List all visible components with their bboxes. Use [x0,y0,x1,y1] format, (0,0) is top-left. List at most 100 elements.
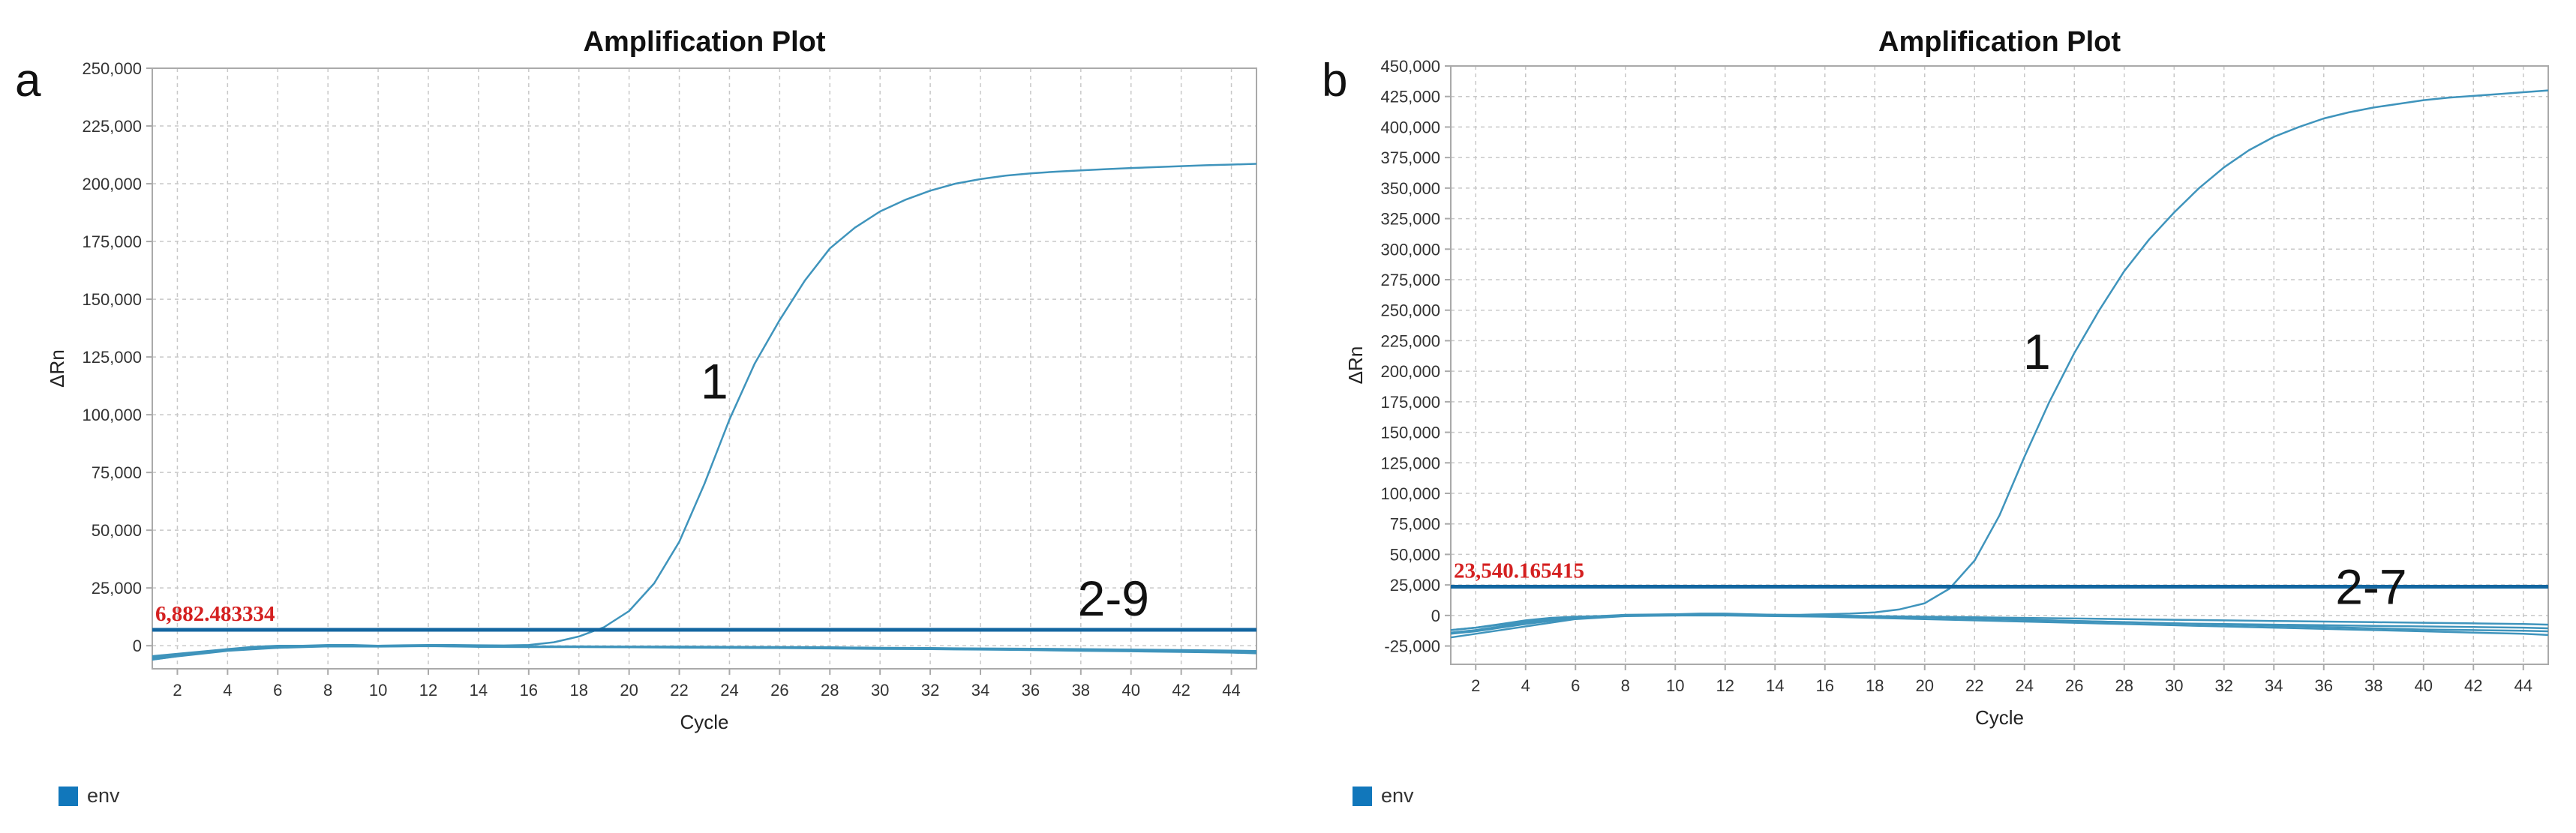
x-tick-label: 34 [2265,676,2283,695]
legend-swatch [1353,786,1372,806]
x-axis-label: Cycle [1975,706,2024,729]
y-tick-label: 100,000 [1380,484,1440,503]
y-tick-label: 225,000 [1380,331,1440,350]
y-tick-label: 300,000 [1380,240,1440,259]
x-tick-label: 22 [670,681,688,700]
legend: env [59,784,120,808]
x-tick-label: 38 [2364,676,2382,695]
y-axis-label: ΔRn [46,349,68,388]
y-tick-label: 350,000 [1380,179,1440,198]
y-tick-label: 150,000 [82,290,142,309]
y-tick-label: 225,000 [82,117,142,136]
x-axis-label: Cycle [680,711,728,733]
y-tick-label: 75,000 [92,463,142,482]
x-tick-label: 26 [2065,676,2083,695]
x-tick-label: 42 [1172,681,1190,700]
x-tick-label: 12 [1716,676,1734,695]
y-tick-label: 100,000 [82,406,142,424]
y-tick-label: 150,000 [1380,424,1440,442]
y-tick-label: 25,000 [92,579,142,598]
panel-label: b [1322,55,1348,106]
x-tick-label: 10 [369,681,387,700]
y-tick-label: 425,000 [1380,88,1440,106]
x-tick-label: 2 [173,681,182,700]
x-tick-label: 4 [1521,676,1530,695]
y-tick-label: 375,000 [1380,148,1440,167]
y-tick-label: 175,000 [82,232,142,251]
y-tick-label: 75,000 [1390,515,1440,534]
curve-annotation: 2-9 [1078,571,1149,626]
x-tick-label: 12 [419,681,437,700]
x-tick-label: 10 [1666,676,1684,695]
x-tick-label: 14 [1766,676,1784,695]
x-tick-label: 26 [770,681,788,700]
x-tick-label: 36 [1022,681,1040,700]
x-tick-label: 32 [2215,676,2233,695]
x-tick-label: 24 [2016,676,2034,695]
curve-annotation: 1 [2023,324,2051,379]
x-tick-label: 32 [921,681,939,700]
chart-title: Amplification Plot [584,26,826,58]
y-tick-label: -25,000 [1384,637,1440,656]
y-tick-label: 0 [1431,607,1440,625]
x-tick-label: 16 [520,681,538,700]
x-tick-label: 40 [1121,681,1139,700]
x-tick-label: 6 [1571,676,1580,695]
x-tick-label: 2 [1471,676,1480,695]
threshold-label: 23,540.165415 [1454,559,1584,583]
y-tick-label: 275,000 [1380,271,1440,289]
x-tick-label: 44 [1222,681,1240,700]
x-tick-label: 8 [1621,676,1630,695]
x-tick-label: 18 [1866,676,1884,695]
x-tick-label: 16 [1816,676,1834,695]
y-tick-label: 0 [133,637,142,655]
y-tick-label: 200,000 [1380,362,1440,381]
y-axis-label: ΔRn [1344,346,1367,385]
x-tick-label: 14 [470,681,488,700]
legend-entry-env: env [1381,784,1414,807]
x-tick-label: 20 [620,681,638,700]
y-tick-label: 50,000 [92,521,142,540]
chart-title: Amplification Plot [1878,26,2121,58]
amplification-curve-positive [1450,89,2549,631]
x-tick-label: 40 [2415,676,2433,695]
y-tick-label: 325,000 [1380,210,1440,229]
y-tick-label: 125,000 [82,348,142,367]
x-tick-label: 4 [223,681,232,700]
x-tick-label: 8 [323,681,332,700]
amplification-curve-negative [1450,613,2549,634]
x-tick-label: 20 [1916,676,1934,695]
x-tick-label: 28 [821,681,839,700]
plot-frame [152,67,1257,670]
y-tick-label: 125,000 [1380,454,1440,472]
y-tick-label: 175,000 [1380,393,1440,412]
x-tick-label: 42 [2464,676,2482,695]
y-tick-label: 400,000 [1380,118,1440,136]
amplification-curve-negative [152,645,1257,661]
curve-annotation: 1 [701,354,728,409]
y-tick-label: 250,000 [1380,301,1440,320]
curve-annotation: 2-7 [2335,559,2406,614]
y-tick-label: 450,000 [1380,57,1440,76]
y-tick-label: 50,000 [1390,545,1440,564]
x-tick-label: 38 [1072,681,1090,700]
panel-label: a [15,55,41,106]
x-tick-label: 6 [273,681,282,700]
panel-a: a Amplification Plot 2 4 6 8 10 12 14 16 18 20 22 24… [15,26,1257,808]
plot-frame [1450,65,2549,665]
legend-entry-env: env [87,784,120,807]
y-tick-label: 25,000 [1390,576,1440,595]
y-tick-label: 200,000 [82,175,142,193]
x-tick-label: 24 [720,681,738,700]
x-tick-label: 28 [2115,676,2133,695]
x-tick-label: 30 [2165,676,2183,695]
x-tick-label: 22 [1965,676,1983,695]
threshold-label: 6,882.483334 [155,602,275,626]
x-tick-label: 36 [2315,676,2333,695]
legend-swatch [59,786,78,806]
x-tick-label: 30 [871,681,889,700]
x-tick-label: 18 [569,681,587,700]
x-tick-label: 44 [2514,676,2532,695]
